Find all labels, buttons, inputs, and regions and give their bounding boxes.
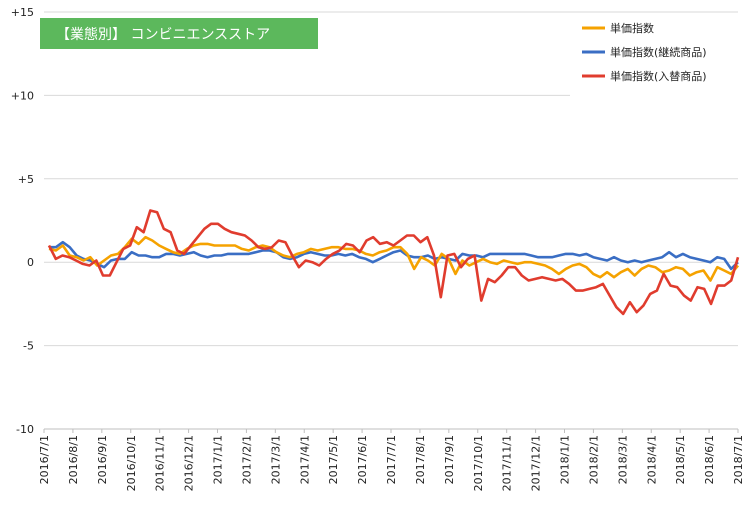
- x-tick-label: 2017/12/1: [530, 435, 543, 491]
- y-tick-label: -5: [23, 340, 34, 353]
- x-tick-label: 2017/10/1: [472, 435, 485, 491]
- legend-label: 単価指数(入替商品): [610, 69, 707, 83]
- chart-title: 【業態別】 コンビニエンスストア: [40, 18, 318, 49]
- x-tick-label: 2018/3/1: [616, 435, 629, 484]
- series-line-1: [48, 235, 740, 282]
- x-tick-label: 2017/5/1: [327, 435, 340, 484]
- x-tick-label: 2018/1/1: [559, 435, 572, 484]
- x-tick-label: 2018/7/1: [732, 435, 742, 484]
- x-tick-label: 2017/2/1: [240, 435, 253, 484]
- x-tick-label: 2016/11/1: [154, 435, 167, 491]
- x-tick-label: 2017/6/1: [356, 435, 369, 484]
- y-tick-label: +10: [11, 89, 34, 102]
- series-line-3: [47, 209, 740, 316]
- x-tick-label: 2016/8/1: [67, 435, 80, 484]
- series-lines: [47, 209, 740, 316]
- title-background: [40, 18, 318, 49]
- y-tick-label: +15: [11, 6, 34, 19]
- x-tick-label: 2017/3/1: [269, 435, 282, 484]
- x-tick-label: 2018/5/1: [674, 435, 687, 484]
- x-tick-label: 2016/7/1: [38, 435, 51, 484]
- series-line-2: [49, 240, 739, 271]
- x-tick-label: 2018/6/1: [703, 435, 716, 484]
- legend-label: 単価指数: [610, 21, 654, 35]
- x-tick-label: 2017/4/1: [298, 435, 311, 484]
- x-tick-label: 2016/10/1: [125, 435, 138, 491]
- y-tick-label: 0: [27, 256, 34, 269]
- x-tick-label: 2017/9/1: [443, 435, 456, 484]
- x-tick-label: 2017/8/1: [414, 435, 427, 484]
- x-tick-label: 2018/2/1: [587, 435, 600, 484]
- x-tick-label: 2016/9/1: [96, 435, 109, 484]
- chart-title-text: 【業態別】 コンビニエンスストア: [56, 27, 270, 43]
- x-tick-label: 2017/1/1: [212, 435, 225, 484]
- x-tick-label: 2017/7/1: [385, 435, 398, 484]
- x-tick-label: 2017/11/1: [501, 435, 514, 491]
- x-axis: 2016/7/1 2016/8/1 2016/9/1 2016/10/1 2016/11…: [38, 428, 742, 491]
- x-tick-label: 2018/4/1: [645, 435, 658, 484]
- x-tick-label: 2016/12/1: [183, 435, 196, 491]
- y-axis: -10 -5 0 +5 +10 +15: [11, 6, 34, 436]
- y-tick-label: +5: [18, 173, 34, 186]
- y-tick-label: -10: [16, 423, 34, 436]
- legend-label: 単価指数(継続商品): [610, 45, 707, 59]
